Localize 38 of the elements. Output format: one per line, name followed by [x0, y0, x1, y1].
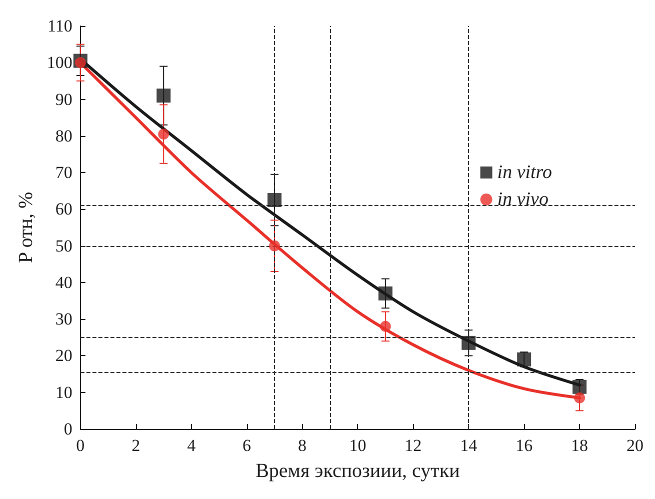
point: [462, 336, 476, 350]
point: [378, 286, 392, 300]
x-tick-label: 12: [404, 436, 422, 455]
y-tick-label: 60: [55, 200, 72, 219]
y-tick-label: 80: [55, 126, 72, 146]
point: [156, 88, 171, 103]
x-tick-label: 0: [76, 436, 85, 455]
point: [158, 128, 170, 140]
y-axis-title: P отн, %: [15, 192, 37, 264]
legend-label: in vivo: [497, 189, 548, 210]
x-tick-label: 14: [460, 436, 478, 455]
x-tick-label: 8: [298, 436, 306, 455]
x-tick-label: 2: [132, 436, 140, 455]
y-tick-label: 50: [55, 236, 72, 256]
x-tick-label: 10: [349, 436, 366, 455]
point: [380, 320, 391, 332]
x-tick-label: 6: [242, 436, 252, 455]
legend-label: in vitro: [497, 162, 552, 183]
y-tick-label: 40: [55, 272, 72, 292]
y-tick-label: 20: [55, 346, 72, 366]
y-tick-label: 0: [64, 420, 72, 438]
x-tick-label: 20: [626, 436, 644, 455]
x-axis-title: Время экспозиии, сутки: [256, 460, 460, 482]
y-tick-label: 110: [48, 16, 72, 36]
x-tick-label: 16: [516, 436, 533, 455]
y-tick-label: 10: [55, 382, 72, 402]
point: [74, 57, 86, 68]
point: [268, 193, 282, 208]
point: [574, 392, 586, 404]
point: [269, 240, 280, 252]
y-tick-label: 30: [55, 310, 72, 329]
x-tick-label: 18: [571, 436, 588, 455]
y-tick-label: 70: [55, 163, 72, 182]
x-tick-label: 4: [187, 436, 196, 455]
point: [572, 380, 587, 394]
point: [517, 352, 532, 366]
y-tick-label: 100: [46, 53, 72, 72]
y-tick-label: 90: [55, 90, 72, 109]
